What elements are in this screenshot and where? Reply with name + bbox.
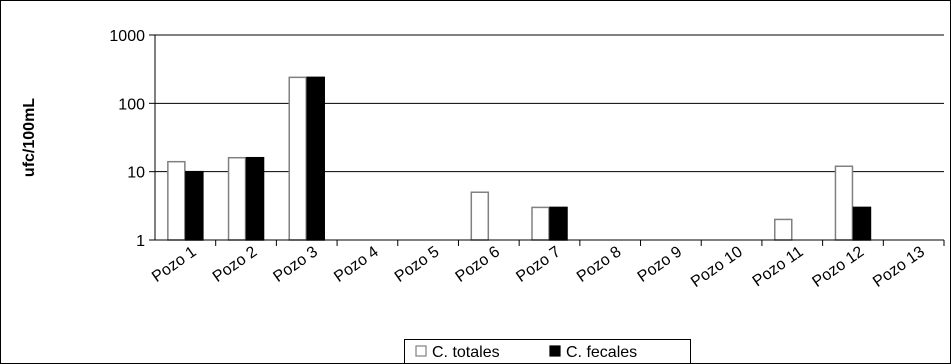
bar-totales bbox=[834, 165, 854, 241]
y-tick-label: 10 bbox=[127, 165, 145, 182]
bar-totales bbox=[227, 156, 247, 241]
bar-fecales bbox=[549, 206, 568, 241]
gridlines bbox=[155, 34, 944, 173]
bar-fecales bbox=[306, 76, 325, 241]
bar-fecales bbox=[852, 206, 872, 241]
bar-totales bbox=[167, 160, 186, 241]
bar-totales bbox=[531, 206, 550, 241]
legend-swatch bbox=[549, 345, 561, 357]
bar-totales bbox=[774, 218, 793, 241]
y-tick-label: 100 bbox=[118, 96, 145, 113]
bars bbox=[167, 76, 872, 241]
legend-label: C. fecales bbox=[566, 344, 637, 361]
bar-fecales bbox=[245, 156, 265, 241]
y-tick-label: 1000 bbox=[109, 28, 145, 45]
legend: C. totales C. fecales bbox=[404, 339, 691, 364]
legend-box bbox=[404, 339, 691, 364]
y-tick-labels: 1 10 100 1000 bbox=[109, 28, 145, 250]
bar-totales bbox=[470, 191, 490, 241]
legend-label: C. totales bbox=[432, 344, 500, 361]
legend-swatch bbox=[415, 345, 427, 357]
axes bbox=[149, 34, 945, 246]
bar-totales bbox=[288, 76, 307, 241]
y-tick-label: 1 bbox=[136, 233, 145, 250]
bar-fecales bbox=[185, 170, 204, 241]
y-axis-label: ufc/100mL bbox=[21, 98, 38, 177]
